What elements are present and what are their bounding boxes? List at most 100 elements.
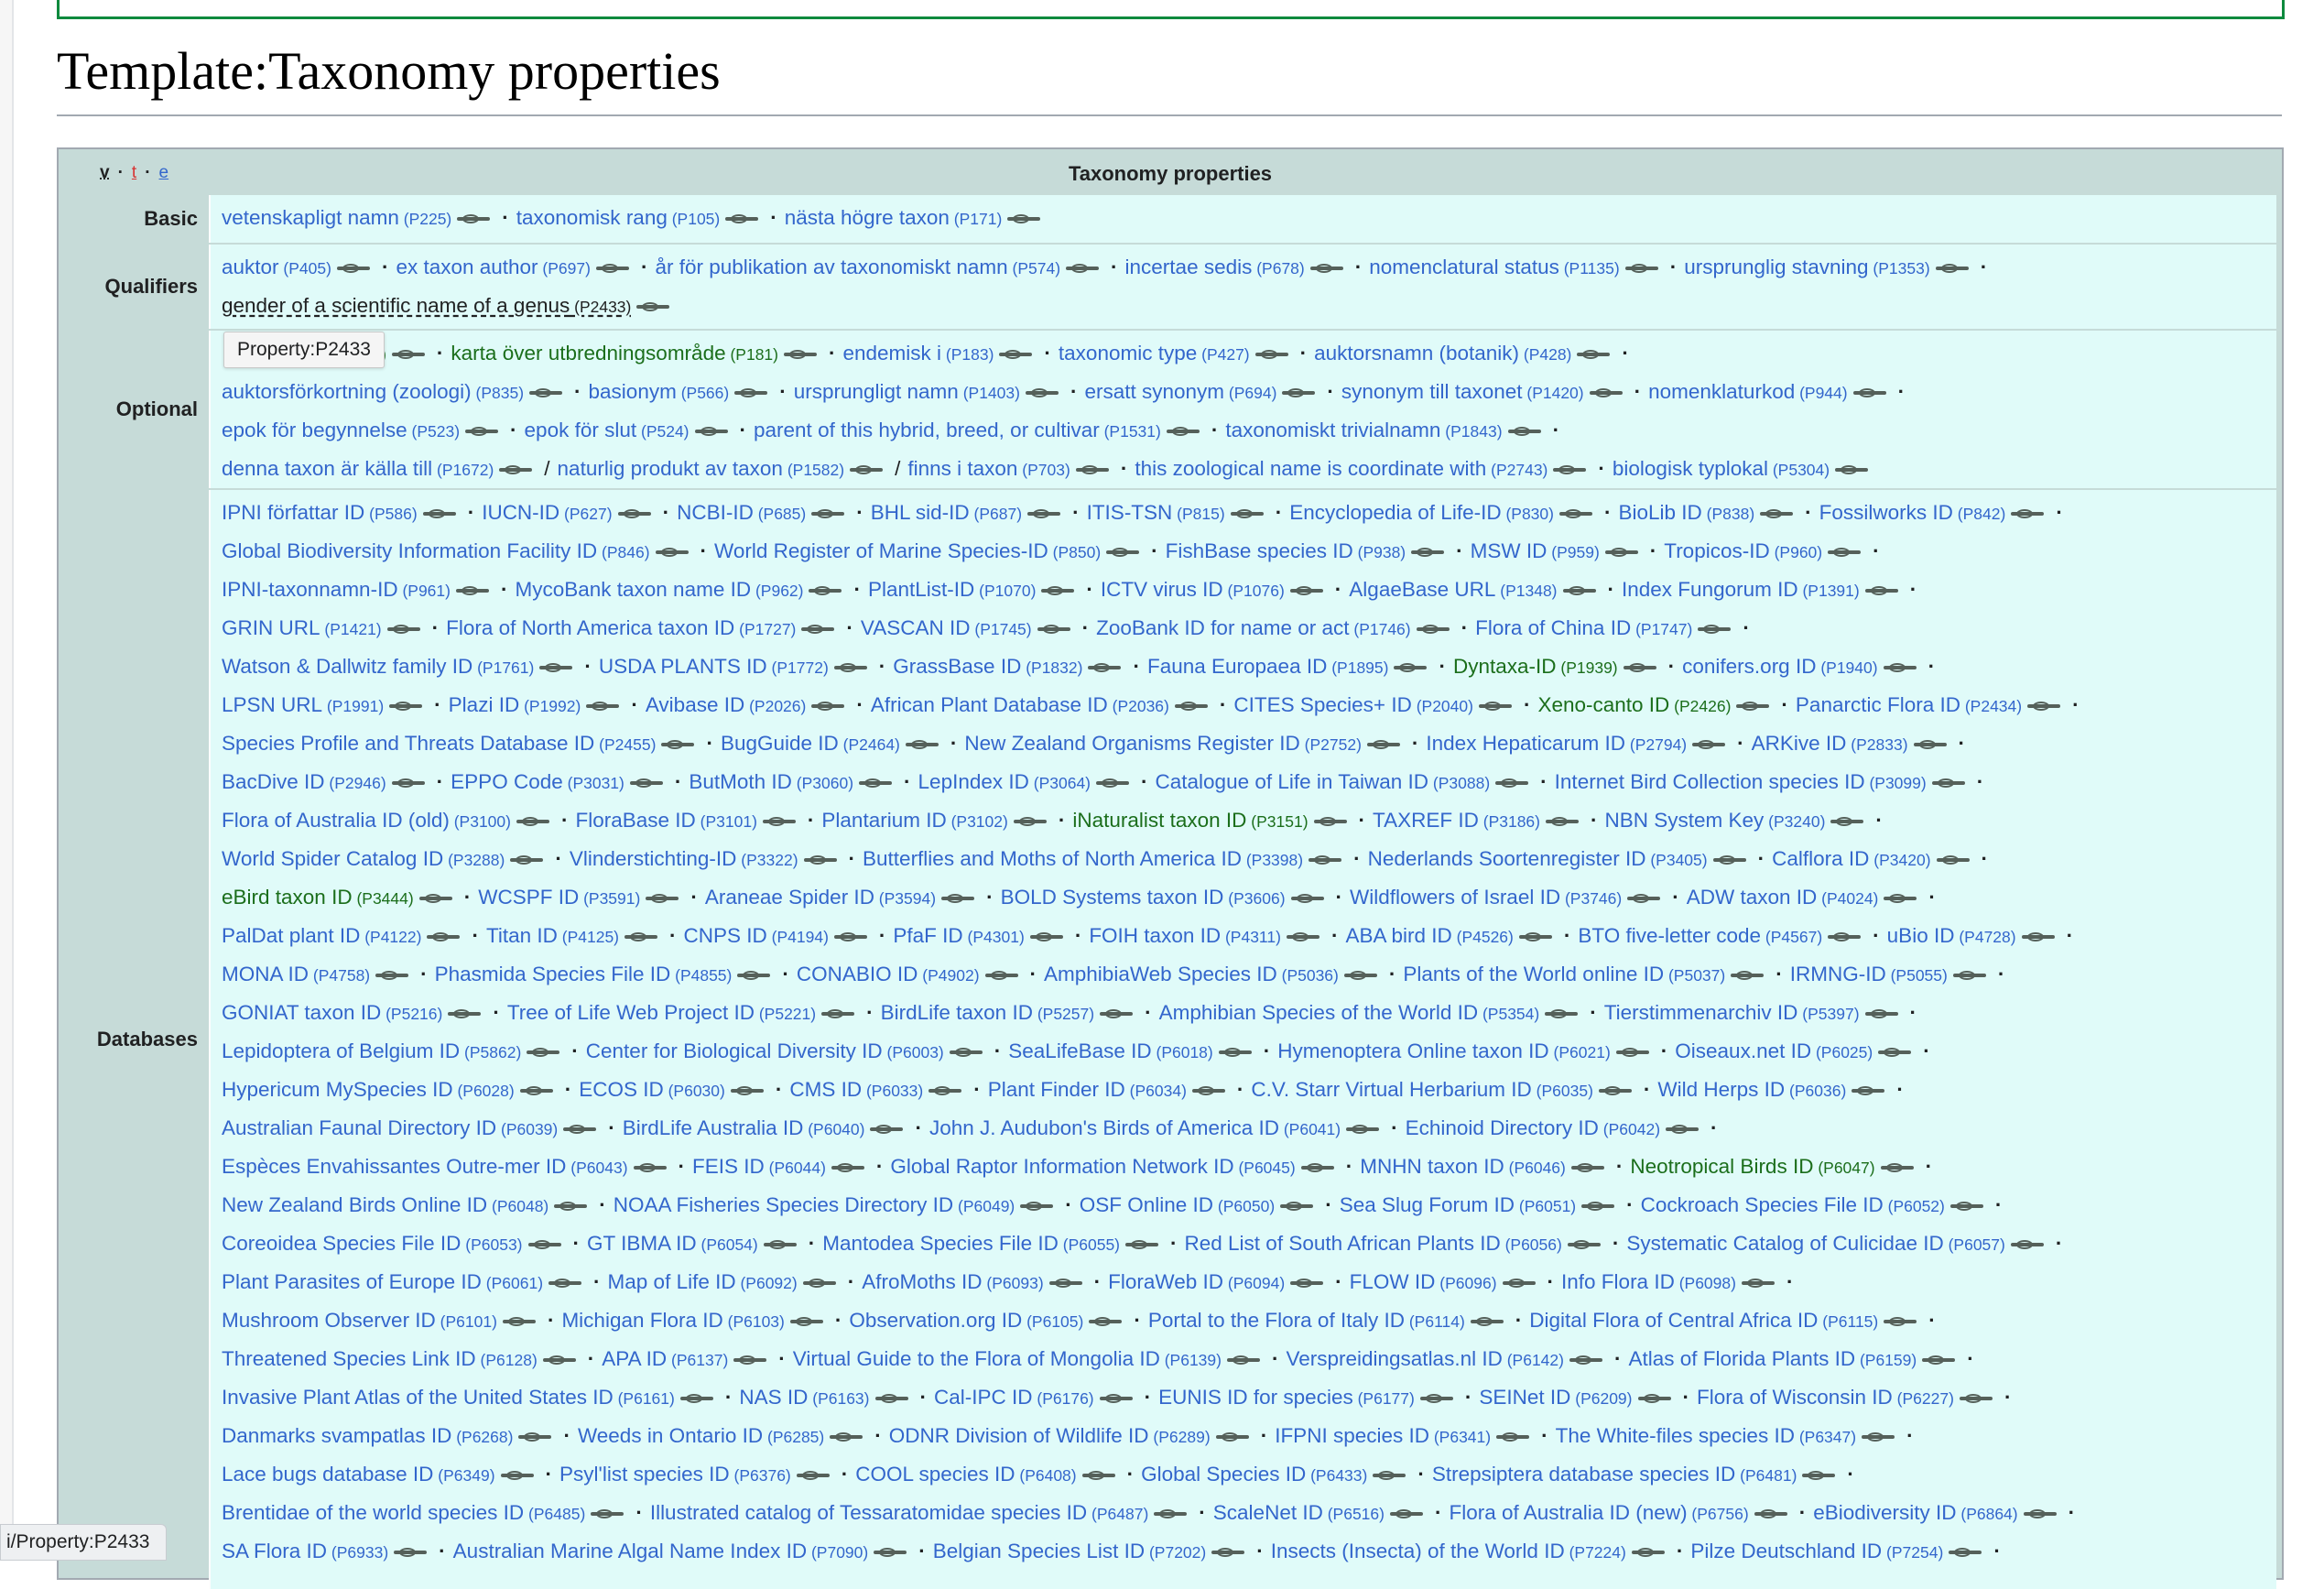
wikidata-pen-icon[interactable]: [833, 661, 871, 674]
property-link[interactable]: Internet Bird Collection species ID (P30…: [1555, 770, 1927, 793]
wikidata-pen-icon[interactable]: [831, 1161, 868, 1174]
wikidata-pen-icon[interactable]: [1852, 386, 1890, 399]
wikidata-pen-icon[interactable]: [1623, 661, 1660, 674]
property-link[interactable]: Species Profile and Threats Database ID …: [222, 732, 656, 755]
wikidata-pen-icon[interactable]: [679, 1392, 717, 1405]
property-link[interactable]: Australian Marine Algal Name Index ID (P…: [453, 1540, 869, 1562]
property-link[interactable]: APA ID (P6137): [602, 1347, 728, 1370]
wikidata-pen-icon[interactable]: [1545, 1007, 1581, 1020]
property-link[interactable]: CITES Species+ ID (P2040): [1233, 693, 1473, 716]
wikidata-pen-icon[interactable]: [386, 623, 424, 636]
property-link[interactable]: SeaLifeBase ID (P6018): [1008, 1039, 1212, 1062]
property-link[interactable]: auktorsförkortning (zoologi) (P835): [222, 380, 524, 403]
property-link[interactable]: Threatened Species Link ID (P6128): [222, 1347, 538, 1370]
property-link[interactable]: ADW taxon ID (P4024): [1687, 886, 1879, 909]
property-link[interactable]: Invasive Plant Atlas of the United State…: [222, 1386, 675, 1409]
wikidata-pen-icon[interactable]: [1883, 661, 1920, 674]
property-link[interactable]: eBiodiversity ID (P6864): [1813, 1501, 2017, 1524]
property-link[interactable]: Belgian Species List ID (P7202): [933, 1540, 1207, 1562]
wikidata-pen-icon[interactable]: [1290, 892, 1328, 905]
wikidata-pen-icon[interactable]: [1931, 777, 1969, 789]
wikidata-pen-icon[interactable]: [661, 738, 698, 751]
property-link[interactable]: Global Biodiversity Information Facility…: [222, 539, 650, 562]
property-link[interactable]: PalDat plant ID (P4122): [222, 924, 421, 947]
wikidata-pen-icon[interactable]: [1835, 463, 1872, 476]
property-link[interactable]: Vlinderstichting-ID (P3322): [570, 847, 798, 870]
wikidata-pen-icon[interactable]: [1880, 1161, 1917, 1174]
property-link[interactable]: Tierstimmenarchiv ID (P5397): [1604, 1001, 1860, 1024]
property-link[interactable]: EPPO Code (P3031): [451, 770, 624, 793]
property-link[interactable]: ECOS ID (P6030): [579, 1078, 725, 1101]
wikidata-pen-icon[interactable]: [1037, 623, 1074, 636]
property-link[interactable]: CNPS ID (P4194): [684, 924, 829, 947]
property-link[interactable]: Avibase ID (P2026): [646, 693, 807, 716]
property-link[interactable]: New Zealand Birds Online ID (P6048): [222, 1193, 548, 1216]
property-link[interactable]: Araneae Spider ID (P3594): [705, 886, 936, 909]
property-link[interactable]: BacDive ID (P2946): [222, 770, 386, 793]
wikidata-pen-icon[interactable]: [1562, 584, 1600, 597]
property-link[interactable]: Amphibian Species of the World ID (P5354…: [1159, 1001, 1540, 1024]
property-link[interactable]: Neotropical Birds ID (P6047): [1630, 1155, 1874, 1178]
property-link[interactable]: synonym till taxonet (P1420): [1341, 380, 1584, 403]
wikidata-pen-icon[interactable]: [418, 892, 456, 905]
wikidata-pen-icon[interactable]: [2023, 1507, 2060, 1520]
wikidata-pen-icon[interactable]: [1081, 1469, 1119, 1482]
property-link[interactable]: iNaturalist taxon ID (P3151): [1072, 809, 1308, 832]
property-link[interactable]: Cockroach Species File ID (P6052): [1641, 1193, 1945, 1216]
wikidata-pen-icon[interactable]: [803, 854, 841, 866]
property-link[interactable]: GrassBase ID (P1832): [893, 655, 1082, 678]
property-link[interactable]: taxonomic type (P427): [1059, 342, 1250, 365]
wikidata-pen-icon[interactable]: [1495, 777, 1532, 789]
wikidata-pen-icon[interactable]: [1949, 1200, 1987, 1213]
property-link[interactable]: Tropicos-ID (P960): [1664, 539, 1822, 562]
wikidata-pen-icon[interactable]: [859, 777, 896, 789]
property-link[interactable]: WCSPF ID (P3591): [478, 886, 640, 909]
wikidata-pen-icon[interactable]: [1309, 854, 1345, 866]
wikidata-pen-icon[interactable]: [529, 386, 566, 399]
wikidata-pen-icon[interactable]: [1286, 931, 1323, 943]
wikidata-pen-icon[interactable]: [1394, 661, 1430, 674]
wikidata-pen-icon[interactable]: [870, 1123, 907, 1136]
property-link[interactable]: Info Flora ID (P6098): [1561, 1270, 1736, 1293]
property-link[interactable]: LepIndex ID (P3064): [918, 770, 1091, 793]
property-link[interactable]: Danmarks svampatlas ID (P6268): [222, 1424, 513, 1447]
property-link[interactable]: Lace bugs database ID (P6349): [222, 1463, 495, 1486]
wikidata-pen-icon[interactable]: [1922, 1354, 1959, 1366]
property-link[interactable]: NBN System Key (P3240): [1605, 809, 1826, 832]
property-link[interactable]: BirdLife Australia ID (P6040): [623, 1116, 865, 1139]
property-link[interactable]: epok för begynnelse (P523): [222, 419, 460, 441]
wikidata-pen-icon[interactable]: [1615, 1046, 1653, 1059]
wikidata-pen-icon[interactable]: [1366, 738, 1404, 751]
wikidata-pen-icon[interactable]: [1313, 815, 1351, 828]
wikidata-pen-icon[interactable]: [595, 262, 633, 275]
property-link[interactable]: Phasmida Species File ID (P4855): [435, 963, 733, 985]
wikidata-pen-icon[interactable]: [811, 507, 848, 520]
wikidata-pen-icon[interactable]: [789, 1315, 827, 1328]
wikidata-pen-icon[interactable]: [1760, 507, 1797, 520]
property-link[interactable]: Psyl'list species ID (P6376): [559, 1463, 791, 1486]
property-link[interactable]: PlantList-ID (P1070): [868, 578, 1036, 601]
property-link[interactable]: Xeno-canto ID (P2426): [1537, 693, 1731, 716]
wikidata-pen-icon[interactable]: [796, 1469, 833, 1482]
property-link[interactable]: år för publikation av taxonomiskt namn (…: [655, 256, 1060, 278]
wikidata-pen-icon[interactable]: [801, 623, 838, 636]
wikidata-pen-icon[interactable]: [725, 212, 762, 225]
wikidata-pen-icon[interactable]: [1830, 815, 1867, 828]
wikidata-pen-icon[interactable]: [905, 738, 942, 751]
property-link[interactable]: The White-files species ID (P6347): [1556, 1424, 1856, 1447]
wikidata-pen-icon[interactable]: [1828, 931, 1864, 943]
wikidata-pen-icon[interactable]: [830, 1431, 866, 1443]
wikidata-pen-icon[interactable]: [1309, 262, 1347, 275]
wikidata-pen-icon[interactable]: [1389, 1507, 1427, 1520]
wikidata-pen-icon[interactable]: [1754, 1507, 1791, 1520]
wikidata-pen-icon[interactable]: [510, 854, 547, 866]
wikidata-pen-icon[interactable]: [527, 1238, 565, 1251]
wikidata-pen-icon[interactable]: [1624, 262, 1662, 275]
property-link[interactable]: Illustrated catalog of Tessaratomidae sp…: [650, 1501, 1148, 1524]
property-link[interactable]: BioLib ID (P838): [1618, 501, 1754, 524]
property-link[interactable]: BOLD Systems taxon ID (P3606): [1001, 886, 1286, 909]
property-link[interactable]: CONABIO ID (P4902): [797, 963, 980, 985]
wikidata-pen-icon[interactable]: [1416, 623, 1453, 636]
property-link[interactable]: Panarctic Flora ID (P2434): [1796, 693, 2022, 716]
property-link[interactable]: ODNR Division of Wildlife ID (P6289): [889, 1424, 1211, 1447]
